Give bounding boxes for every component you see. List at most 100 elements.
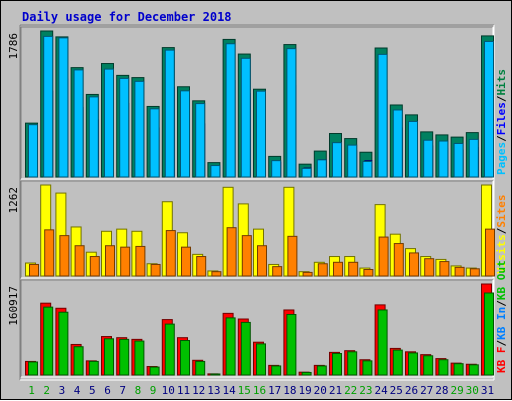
bar-kb-out-day-12 [195,360,206,376]
bar-sites-day-28 [439,261,450,277]
panel-1-legend: Pages/Files/Hits [495,69,508,175]
bar-pages-day-29 [453,142,464,178]
bar-kb-out-day-26 [408,352,418,376]
bar-sites-day-8 [135,245,146,277]
bar-pages-day-14 [225,43,236,178]
day-label-29: 29 [450,384,463,397]
bar-kb-out-day-23 [362,360,373,376]
bar-sites-day-23 [363,269,374,277]
bar-pages-day-1 [28,124,38,178]
bar-kb-out-day-9 [149,366,160,376]
bar-sites-day-3 [59,235,70,277]
bar-sites-day-12 [196,256,207,277]
bar-pages-day-31 [484,40,494,178]
day-label-28: 28 [435,384,448,397]
bar-sites-day-20 [317,263,328,277]
panel-2-max-label: 1262 [7,187,20,214]
bar-pages-day-22 [347,144,358,178]
legend-visits: Visits [495,234,508,274]
legend-files: Files [495,102,508,135]
legend-kb-in: KB In [495,307,508,340]
bar-kb-out-day-28 [438,359,449,376]
panel-3-legend: KB F/KB In/KB Out [495,260,508,373]
day-label-7: 7 [119,384,126,397]
bar-pages-day-12 [195,103,206,178]
bar-pages-day-26 [408,120,418,178]
bar-sites-day-2 [44,229,55,277]
bar-kb-out-day-5 [88,360,99,376]
day-label-21: 21 [329,384,342,397]
legend-separator: / [495,340,508,347]
bar-kb-out-day-7 [119,338,130,376]
bar-sites-day-30 [469,268,480,277]
bar-pages-day-6 [104,68,114,178]
legend-pages: Pages [495,142,508,175]
panel-2-legend: Visits/Sites [495,195,508,275]
bar-pages-day-30 [468,138,479,178]
bar-kb-out-day-14 [225,317,236,376]
day-label-15: 15 [238,384,251,397]
chart-title: Daily usage for December 2018 [22,10,232,24]
bar-kb-out-day-4 [73,346,84,376]
bar-kb-out-day-17 [271,365,282,376]
day-label-8: 8 [135,384,142,397]
bar-sites-day-6 [105,245,115,277]
bar-pages-day-24 [377,53,388,178]
day-label-18: 18 [283,384,296,397]
bar-sites-day-29 [454,266,465,277]
bar-sites-day-4 [74,245,85,277]
bar-sites-day-19 [302,271,313,277]
bar-kb-out-day-31 [484,292,494,376]
bar-pages-day-21 [332,142,342,178]
bar-kb-out-day-2 [43,306,54,376]
bar-kb-out-day-3 [58,311,69,376]
bar-sites-day-10 [165,230,176,277]
bar-sites-day-9 [150,263,161,277]
day-label-14: 14 [222,384,236,397]
bar-sites-day-26 [409,252,419,277]
bar-sites-day-13 [211,271,222,277]
bar-sites-day-27 [424,258,435,277]
panel-1-max-label: 1786 [7,33,20,60]
day-label-10: 10 [162,384,175,397]
bar-sites-day-18 [287,235,298,277]
bar-kb-out-day-29 [453,363,464,376]
panel-3-max-label: 160917 [7,286,20,326]
day-label-2: 2 [43,384,50,397]
bar-kb-out-day-8 [134,340,145,376]
bar-sites-day-24 [378,236,389,277]
bar-pages-day-27 [423,139,434,178]
day-label-3: 3 [59,384,66,397]
legend-kb-out: KB Out [495,260,508,300]
day-label-17: 17 [268,384,281,397]
bar-kb-out-day-24 [377,309,388,376]
bar-sites-day-15 [241,235,252,277]
bar-pages-day-25 [392,109,403,178]
day-label-5: 5 [89,384,96,397]
bar-kb-out-day-25 [392,349,403,376]
legend-sites: Sites [495,195,508,228]
day-label-23: 23 [359,384,372,397]
day-label-9: 9 [150,384,157,397]
legend-hits: Hits [495,69,508,96]
day-label-26: 26 [405,384,418,397]
bar-kb-out-day-10 [164,323,175,376]
bar-pages-day-23 [362,160,373,178]
bar-sites-day-7 [120,246,131,277]
legend-kb-f: KB F [495,347,508,374]
day-label-19: 19 [298,384,311,397]
day-label-4: 4 [74,384,81,397]
bar-sites-day-25 [393,243,404,277]
bar-pages-day-17 [271,160,282,178]
bar-kb-out-day-18 [286,313,297,376]
bar-pages-day-9 [149,108,160,178]
bar-sites-day-22 [348,261,359,277]
bar-pages-day-5 [88,96,99,178]
bar-pages-day-20 [316,159,327,178]
bar-kb-out-day-1 [28,361,38,376]
bar-kb-out-day-6 [104,338,114,376]
legend-separator: / [495,300,508,307]
bar-sites-day-11 [181,246,191,277]
